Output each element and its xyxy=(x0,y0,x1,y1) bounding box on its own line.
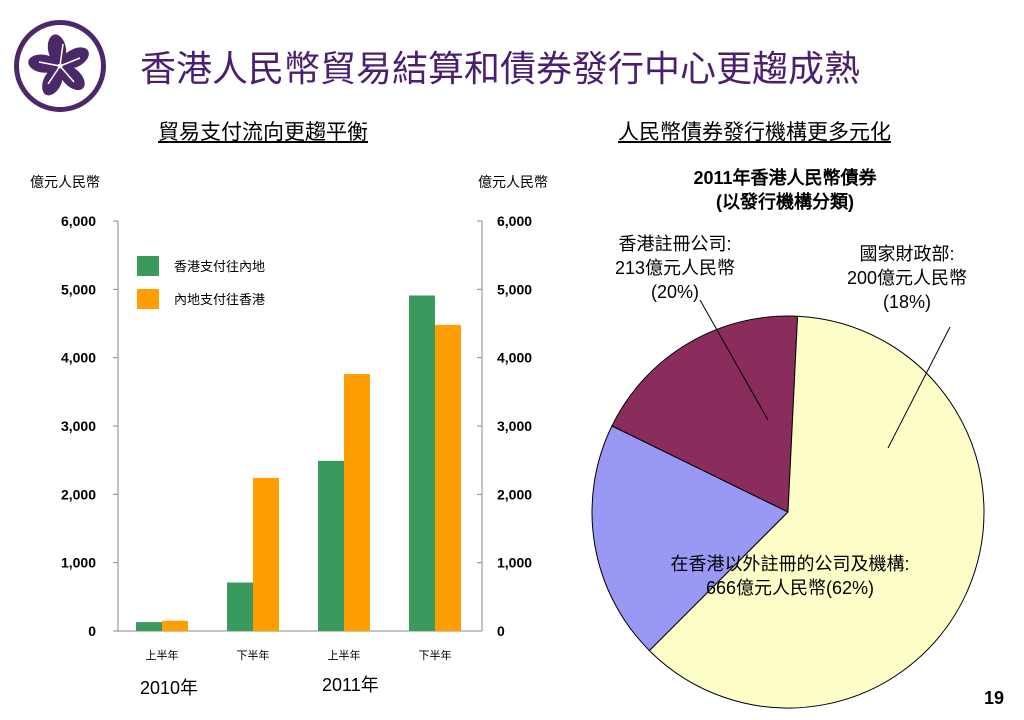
group-label-2010: 2010年 xyxy=(140,678,199,698)
left-tick-label: 0 xyxy=(88,623,96,639)
right-tick-label: 1,000 xyxy=(497,555,532,571)
legend-label: 內地支付往香港 xyxy=(174,292,265,307)
bar-hk-to-mainland xyxy=(227,582,253,631)
category-label: 上半年 xyxy=(146,648,179,662)
bar-hk-to-mainland xyxy=(136,622,162,631)
pie-chart-title: 2011年香港人民幣債券 (以發行機構分類) xyxy=(605,166,965,214)
bar-mainland-to-hk xyxy=(344,374,370,631)
pie-leader-lines xyxy=(699,299,951,449)
right-tick-label: 0 xyxy=(497,623,505,639)
bar-mainland-to-hk xyxy=(435,324,461,631)
left-axis-unit: 億元人民幣 xyxy=(30,174,100,190)
page-title: 香港人民幣貿易結算和債券發行中心更趨成熟 xyxy=(140,49,861,90)
pie-slice-hk-companies xyxy=(591,425,789,652)
right-tick-label: 3,000 xyxy=(497,418,532,434)
left-tick-label: 2,000 xyxy=(61,486,96,502)
group-label-2011: 2011年 xyxy=(322,675,379,695)
pie-label-overseas: 在香港以外註冊的公司及機構: 666億元人民幣(62%) xyxy=(670,554,910,598)
right-tick-label: 6,000 xyxy=(497,213,532,229)
bauhinia-flower-icon xyxy=(28,34,89,96)
legend-swatch xyxy=(137,289,159,309)
left-tick-label: 1,000 xyxy=(61,555,96,571)
pie-label-hk-companies: 香港註冊公司: 213億元人民幣 (20%) xyxy=(614,234,736,302)
pie-label-ministry: 國家財政部: 200億元人民幣 (18%) xyxy=(846,244,968,312)
bar-chart-subtitle: 貿易支付流向更趨平衡 xyxy=(158,120,368,144)
left-tick-label: 3,000 xyxy=(61,418,96,434)
page-number: 19 xyxy=(983,688,1004,708)
legend-swatch xyxy=(137,256,159,276)
pie-title-line2: (以發行機構分類) xyxy=(716,192,854,212)
right-tick-label: 4,000 xyxy=(497,350,532,366)
pie-title-line1: 2011年香港人民幣債券 xyxy=(693,168,877,188)
right-tick-label: 2,000 xyxy=(497,486,532,502)
category-label: 上半年 xyxy=(328,648,361,662)
leader-line-ministry xyxy=(887,326,951,449)
left-tick-label: 5,000 xyxy=(61,281,96,297)
right-axis-unit: 億元人民幣 xyxy=(478,174,548,190)
bar-hk-to-mainland xyxy=(318,460,344,631)
legend-label: 香港支付往內地 xyxy=(174,259,265,274)
bar-hk-to-mainland xyxy=(409,295,435,631)
pie-slice-overseas xyxy=(648,315,985,709)
left-tick-label: 4,000 xyxy=(61,350,96,366)
hk-government-logo xyxy=(14,20,106,112)
pie-slice-ministry xyxy=(611,315,799,513)
bar-mainland-to-hk xyxy=(162,620,188,631)
right-tick-label: 5,000 xyxy=(497,281,532,297)
leader-line-hk-companies xyxy=(699,299,769,421)
bar-mainland-to-hk xyxy=(253,477,279,631)
pie-chart-subtitle: 人民幣債券發行機構更多元化 xyxy=(618,120,891,144)
bar-chart: 0 0 1,000 1,000 2,000 2,000 3,000 3,000 4,000 4,0… xyxy=(61,213,532,662)
left-tick-label: 6,000 xyxy=(61,213,96,229)
category-label: 下半年 xyxy=(237,648,270,662)
category-label: 下半年 xyxy=(419,648,452,662)
